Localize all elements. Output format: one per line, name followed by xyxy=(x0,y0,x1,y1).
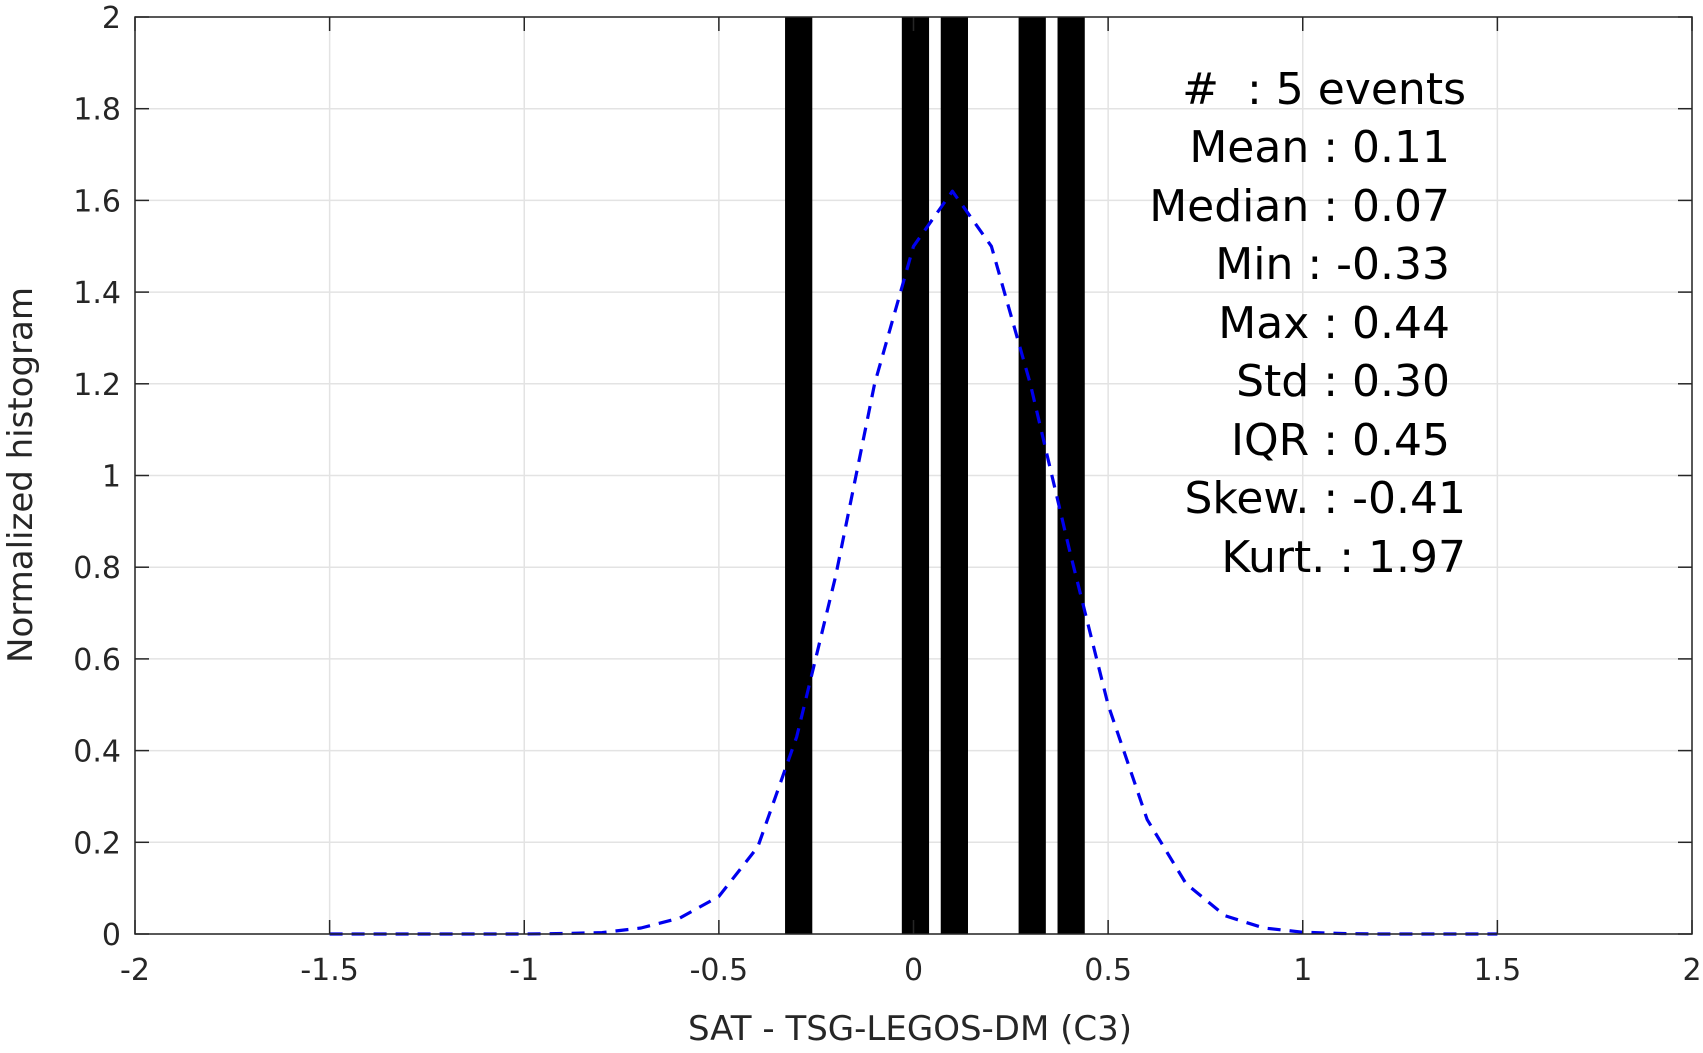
stats-line-min: Min : -0.33 xyxy=(1215,239,1450,290)
histogram-bar-3 xyxy=(1018,17,1046,934)
stats-line-median: Median : 0.07 xyxy=(1149,181,1450,232)
histogram-bar-4 xyxy=(1057,17,1085,934)
x-tick-label-0: -2 xyxy=(120,953,150,988)
x-tick-label-2: -1 xyxy=(509,953,539,988)
normal-fit-curve xyxy=(329,189,1498,936)
bars-layer xyxy=(785,17,1085,934)
x-tick-label-5: 0.5 xyxy=(1084,953,1132,988)
stats-line-skew: Skew. : -0.41 xyxy=(1185,473,1467,524)
x-tick-label-6: 1 xyxy=(1293,953,1312,988)
stats-line-max: Max : 0.44 xyxy=(1218,298,1450,349)
y-tick-label-3: 0.6 xyxy=(73,643,121,678)
histogram-bar-2 xyxy=(940,17,968,934)
y-tick-label-5: 1 xyxy=(102,460,121,495)
y-tick-label-4: 0.8 xyxy=(73,551,121,586)
x-tick-label-1: -1.5 xyxy=(300,953,359,988)
stats-line-mean: Mean : 0.11 xyxy=(1189,122,1450,173)
y-axis-label: Normalized histogram xyxy=(1,287,41,663)
y-tick-label-0: 0 xyxy=(102,918,121,953)
y-tick-label-7: 1.4 xyxy=(73,276,121,311)
histogram-bar-0 xyxy=(785,17,813,934)
y-tick-label-10: 2 xyxy=(102,1,121,36)
x-tick-label-4: 0 xyxy=(904,953,923,988)
x-tick-label-7: 1.5 xyxy=(1474,953,1522,988)
axes-layer xyxy=(134,16,1693,935)
y-tick-label-8: 1.6 xyxy=(73,184,121,219)
x-tick-label-8: 2 xyxy=(1682,953,1701,988)
x-tick-label-3: -0.5 xyxy=(690,953,749,988)
ticks-layer: -2 -1.5 -1 -0.5 0 0.5 1 1.5 2 0 0.2 0.4 0.6 0.8 1 1.2 1.… xyxy=(73,1,1701,988)
stats-line-kurt: Kurt. : 1.97 xyxy=(1221,532,1466,583)
y-tick-label-6: 1.2 xyxy=(73,368,121,403)
stats-line-std: Std : 0.30 xyxy=(1236,356,1450,407)
y-tick-label-2: 0.4 xyxy=(73,735,121,770)
y-tick-label-1: 0.2 xyxy=(73,826,121,861)
stats-annotation: # : 5 events Mean : 0.11 Median : 0.07 M… xyxy=(1149,64,1466,583)
y-tick-label-9: 1.8 xyxy=(73,93,121,128)
fit-curve-layer xyxy=(329,189,1498,936)
histogram-bar-1 xyxy=(901,17,930,934)
x-axis-label: SAT - TSG-LEGOS-DM (C3) xyxy=(688,1009,1132,1049)
stats-line-iqr: IQR : 0.45 xyxy=(1231,415,1450,466)
stats-line-count: # : 5 events xyxy=(1182,64,1466,115)
